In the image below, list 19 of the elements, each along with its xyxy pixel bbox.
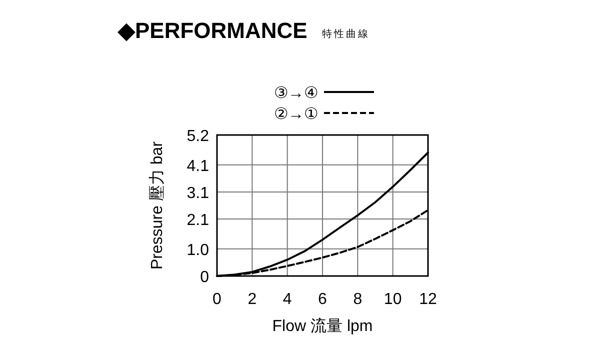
- y-tick-label: 5.2: [186, 128, 210, 145]
- x-tick-label: 10: [384, 291, 402, 308]
- chart-title: ◆PERFORMANCE: [117, 18, 308, 43]
- y-tick-label: 3.1: [186, 184, 210, 202]
- x-tick-label: 6: [318, 291, 328, 308]
- legend-label: ③→④: [274, 85, 318, 102]
- x-tick-label: 0: [212, 291, 222, 308]
- legend-label: ②→①: [274, 106, 318, 123]
- y-tick-label: 1.0: [186, 242, 210, 259]
- x-axis-title: Flow 流量 lpm: [272, 317, 373, 335]
- x-tick-label: 2: [248, 291, 257, 308]
- x-tick-label: 4: [282, 291, 292, 308]
- y-tick-label: 0: [200, 269, 210, 286]
- chart-subtitle: 特性曲線: [322, 28, 370, 40]
- y-tick-label: 4.1: [186, 158, 210, 175]
- x-tick-label: 8: [353, 291, 362, 308]
- x-tick-label: 12: [419, 291, 437, 308]
- y-tick-label: 2.1: [186, 212, 210, 230]
- y-axis-title: Pressure 壓力 bar: [148, 140, 166, 270]
